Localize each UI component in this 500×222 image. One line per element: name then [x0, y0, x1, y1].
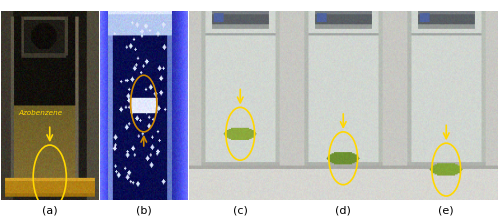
- Text: (b): (b): [136, 205, 152, 215]
- Text: (e): (e): [438, 205, 454, 215]
- Text: Azobenzene: Azobenzene: [18, 110, 63, 116]
- Text: (c): (c): [233, 205, 248, 215]
- Text: (a): (a): [42, 205, 58, 215]
- Text: (d): (d): [336, 205, 351, 215]
